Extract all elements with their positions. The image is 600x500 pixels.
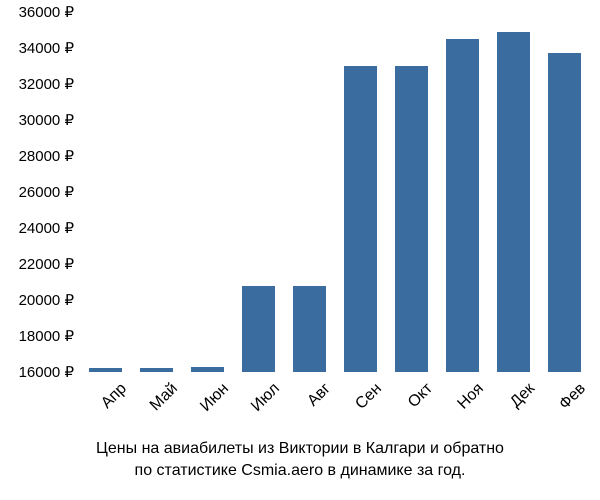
y-tick-label: 16000 ₽ (19, 363, 80, 381)
y-tick-label: 30000 ₽ (19, 111, 80, 129)
bar (497, 32, 530, 372)
y-tick-label: 20000 ₽ (19, 291, 80, 309)
bar (446, 39, 479, 372)
bar (548, 53, 581, 372)
y-tick-label: 22000 ₽ (19, 255, 80, 273)
y-tick-label: 34000 ₽ (19, 39, 80, 57)
bar (293, 286, 326, 372)
plot-area: 16000 ₽18000 ₽20000 ₽22000 ₽24000 ₽26000… (80, 12, 590, 372)
bar (242, 286, 275, 372)
bar (344, 66, 377, 372)
chart-caption: Цены на авиабилеты из Виктории в Калгари… (0, 438, 600, 481)
caption-line-1: Цены на авиабилеты из Виктории в Калгари… (96, 440, 504, 457)
y-tick-label: 24000 ₽ (19, 219, 80, 237)
bar (395, 66, 428, 372)
caption-line-2: по статистике Csmia.aero в динамике за г… (135, 462, 466, 479)
y-tick-label: 36000 ₽ (19, 3, 80, 21)
bar (89, 368, 122, 372)
price-chart: 16000 ₽ 18000 ₽ 20000 ₽ 22000 ₽ 24000 ₽ 26000… (0, 0, 600, 500)
y-tick-label: 18000 ₽ (19, 327, 80, 345)
y-tick-label: 32000 ₽ (19, 75, 80, 93)
y-tick-label: 28000 ₽ (19, 147, 80, 165)
y-tick-label: 26000 ₽ (19, 183, 80, 201)
bars-layer (80, 12, 590, 372)
